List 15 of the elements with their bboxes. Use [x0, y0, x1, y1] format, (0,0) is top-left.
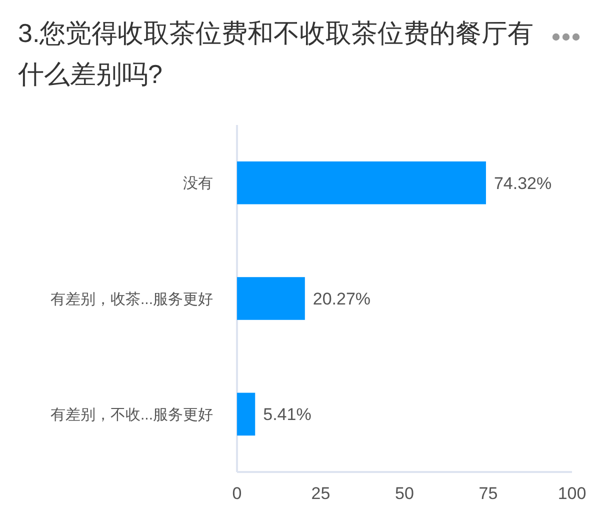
x-tick-label: 0: [232, 484, 242, 503]
y-tick-label: 没有: [183, 175, 213, 192]
data-label: 20.27%: [312, 289, 371, 308]
data-label: 5.41%: [263, 405, 312, 424]
data-label: 74.32%: [494, 174, 552, 193]
bar: [237, 161, 486, 204]
x-tick-label: 50: [395, 484, 414, 503]
y-tick-label: 有差别，收茶...服务更好: [50, 290, 213, 308]
y-tick-label: 有差别，不收...服务更好: [50, 406, 213, 424]
bar: [237, 392, 256, 436]
x-tick-label: 25: [311, 484, 330, 503]
x-tick-label: 100: [558, 484, 586, 503]
chart-title: 3.您觉得收取茶位费和不收取茶位费的餐厅有什么差别吗?: [17, 18, 534, 89]
bar: [237, 277, 305, 320]
x-tick-label: 75: [478, 484, 498, 503]
